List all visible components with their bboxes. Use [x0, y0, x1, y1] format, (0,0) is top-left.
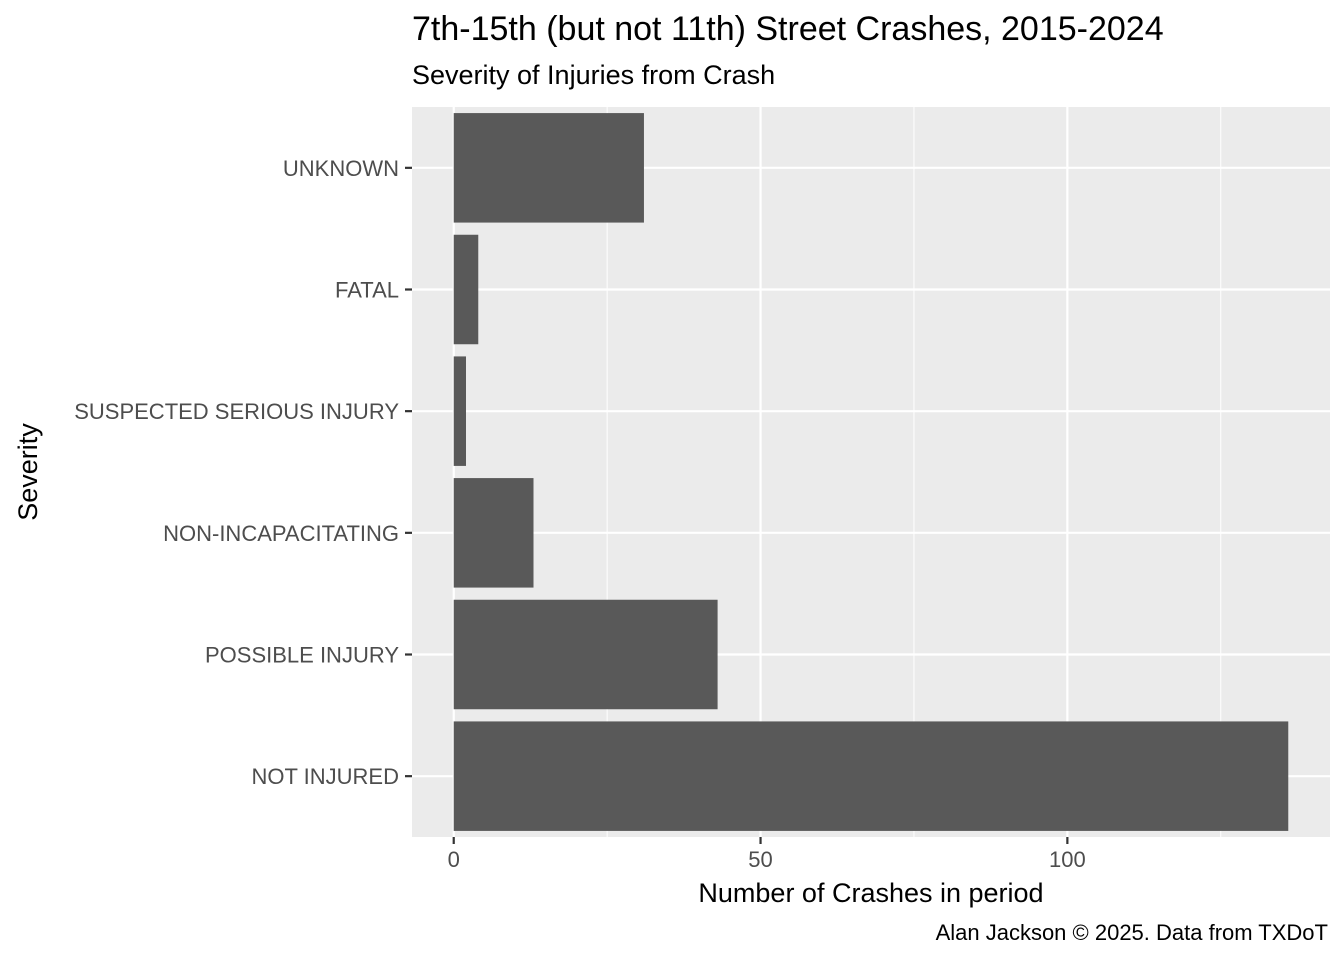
y-axis: UNKNOWN FATAL SUSPECTED SERIOUS INJURY NON-… — [74, 156, 412, 789]
y-tick-label: SUSPECTED SERIOUS INJURY — [74, 399, 399, 424]
y-tick-label: NON-INCAPACITATING — [163, 521, 399, 546]
x-tick-label: 100 — [1049, 847, 1086, 872]
bar-possible-injury — [453, 599, 718, 710]
y-tick-label: FATAL — [335, 278, 399, 303]
minor-gridlines — [606, 107, 1222, 837]
bar-unknown — [453, 113, 644, 223]
y-axis-title: Severity — [13, 423, 43, 521]
x-tick-label: 50 — [748, 847, 772, 872]
y-tick-label: UNKNOWN — [283, 156, 399, 181]
bars — [453, 113, 1289, 831]
bar-suspected-serious-injury — [453, 356, 466, 466]
chart-caption: Alan Jackson © 2025. Data from TXDoT — [936, 920, 1328, 945]
chart-subtitle: Severity of Injuries from Crash — [412, 60, 775, 90]
x-axis-title: Number of Crashes in period — [698, 878, 1043, 908]
x-axis: 0 50 100 — [448, 837, 1086, 872]
bar-non-incapacitating — [453, 478, 534, 588]
bar-not-injured — [453, 721, 1289, 831]
y-tick-label: POSSIBLE INJURY — [205, 643, 399, 668]
y-tick-label: NOT INJURED — [252, 764, 400, 789]
chart-title: 7th-15th (but not 11th) Street Crashes, … — [412, 10, 1164, 48]
x-tick-label: 0 — [448, 847, 460, 872]
plot-panel — [412, 107, 1330, 837]
bar-fatal — [453, 234, 479, 345]
